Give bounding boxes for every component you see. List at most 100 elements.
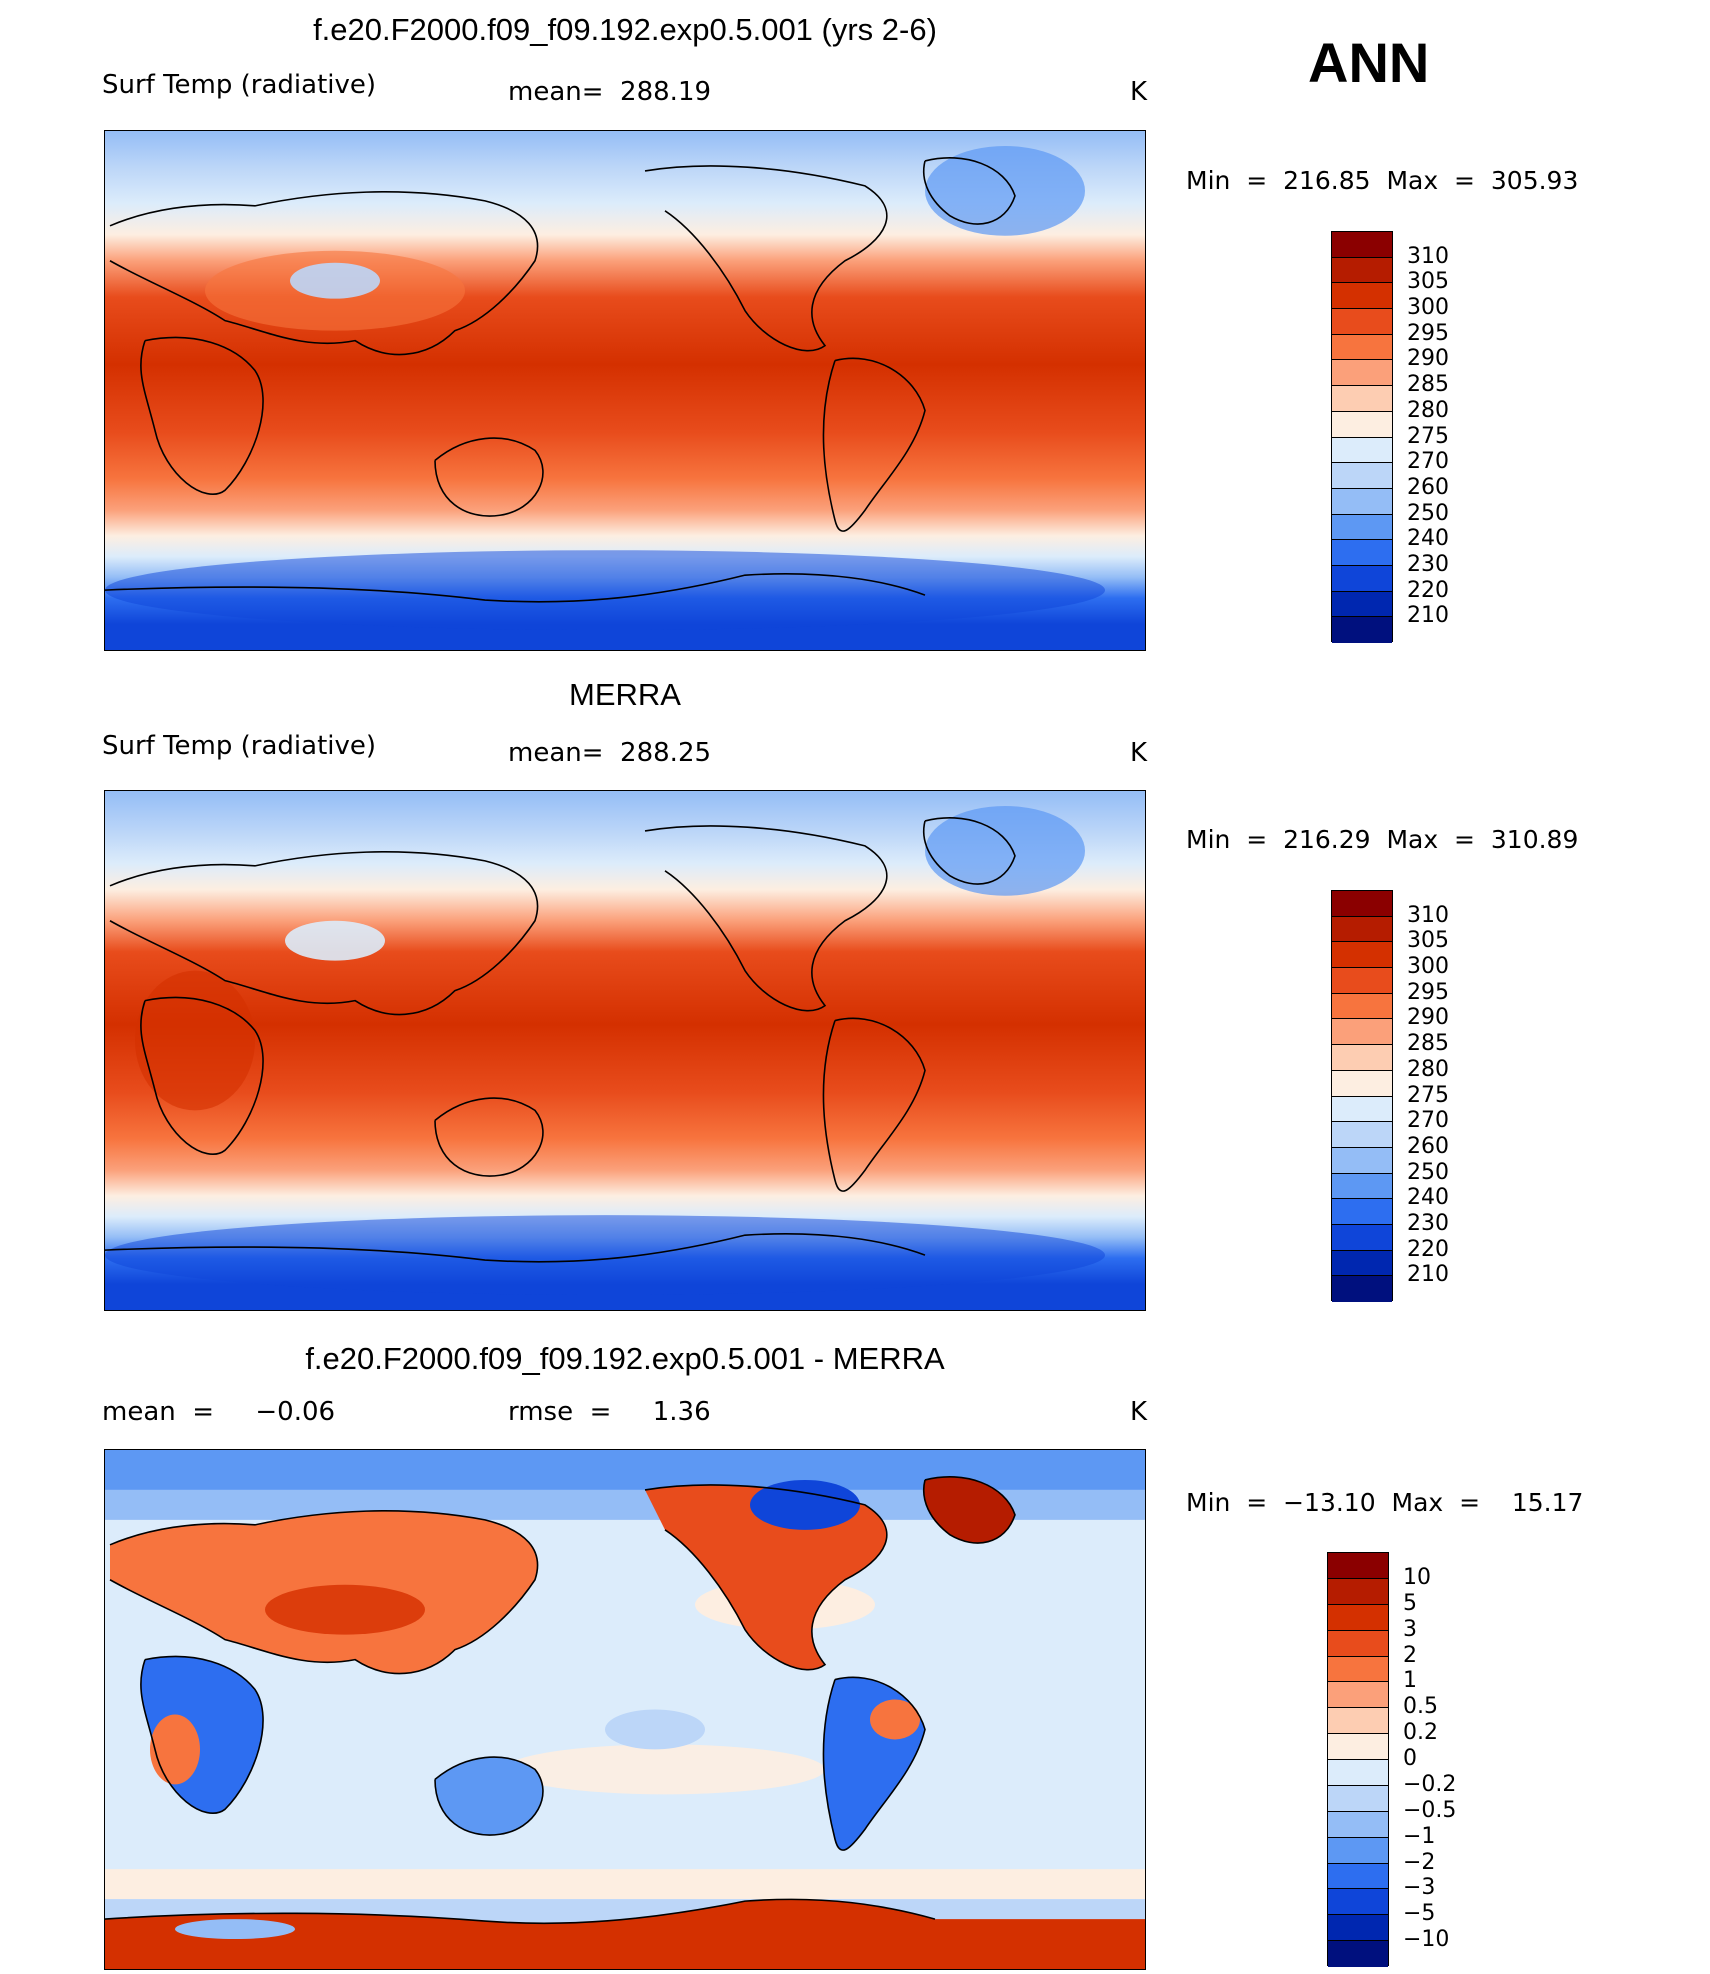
panel3-colorbar-label: 0.2 [1403, 1720, 1438, 1746]
panel1-colorbar-box [1332, 540, 1392, 566]
panel1-colorbar-box [1332, 334, 1392, 361]
panel3-colorbar-box [1328, 1941, 1388, 1967]
panel1-colorbar [1331, 231, 1393, 643]
panel2-colorbar-box [1332, 1224, 1392, 1251]
panel2-colorbar-box [1332, 1147, 1392, 1174]
panel1-colorbar-label: 305 [1407, 269, 1449, 295]
panel2-title: MERRA [569, 677, 681, 712]
panel2-colorbar-label: 275 [1407, 1082, 1449, 1108]
panel2-colorbar-box [1332, 1199, 1392, 1225]
panel3-colorbar-label: 0.5 [1403, 1694, 1438, 1720]
panel3-colorbar-label: −10 [1403, 1927, 1450, 1953]
panel2-colorbar-box [1332, 1070, 1392, 1097]
panel2-variable-label: Surf Temp (radiative) [102, 731, 377, 761]
panel1-minmax: Min = 216.85 Max = 305.93 [1186, 166, 1579, 195]
panel1-mean-label: mean= 288.19 [508, 77, 712, 107]
panel1-colorbar-label: 220 [1407, 577, 1449, 603]
panel2-colorbar-box [1332, 891, 1392, 917]
panel2-colorbar-box [1332, 1122, 1392, 1148]
panel1-colorbar-box [1332, 309, 1392, 335]
panel2-colorbar-box [1332, 942, 1392, 969]
panel3-colorbar-box [1328, 1708, 1388, 1735]
panel2-colorbar-box [1332, 968, 1392, 994]
panel2-colorbar-label: 295 [1407, 979, 1449, 1005]
panel2-colorbar-label: 290 [1407, 1005, 1449, 1031]
panel3-colorbar-label: 1 [1403, 1668, 1417, 1694]
panel1-colorbar-box [1332, 463, 1392, 489]
panel3-colorbar-box [1328, 1682, 1388, 1709]
panel3-colorbar-label: −2 [1403, 1849, 1436, 1875]
panel2-units: K [1130, 738, 1148, 768]
panel1-colorbar-box [1332, 232, 1392, 258]
panel1-colorbar-label: 285 [1407, 372, 1449, 398]
panel2-minmax: Min = 216.29 Max = 310.89 [1186, 825, 1579, 854]
panel3-colorbar-box [1328, 1785, 1388, 1812]
panel2-mean-label: mean= 288.25 [508, 738, 712, 768]
panel1-colorbar-box [1332, 617, 1392, 643]
panel2-colorbar-box [1332, 993, 1392, 1020]
panel1-colorbar-label: 260 [1407, 474, 1449, 500]
panel2-colorbar-box [1332, 1045, 1392, 1071]
panel3-colorbar-label: 3 [1403, 1616, 1417, 1642]
panel1-map [104, 130, 1146, 651]
panel3-colorbar-label: −5 [1403, 1901, 1436, 1927]
season-label: ANN [1308, 31, 1430, 94]
panel3-colorbar-label: 0 [1403, 1746, 1417, 1771]
panel1-colorbar-label: 300 [1407, 295, 1449, 321]
panel2-colorbar-label: 220 [1407, 1236, 1449, 1262]
panel3-units: K [1130, 1397, 1148, 1427]
panel3-colorbar-box [1328, 1553, 1388, 1579]
panel2-colorbar-box [1332, 1276, 1392, 1302]
panel3-colorbar-box [1328, 1734, 1388, 1760]
panel3-map [104, 1449, 1146, 1970]
panel1-colorbar-box [1332, 283, 1392, 310]
panel3-minmax: Min = −13.10 Max = 15.17 [1186, 1488, 1584, 1517]
panel2-colorbar-label: 305 [1407, 928, 1449, 954]
panel2-colorbar-label: 250 [1407, 1159, 1449, 1185]
panel3-colorbar-label: −0.5 [1403, 1797, 1457, 1823]
panel3-colorbar-label: 2 [1403, 1642, 1417, 1668]
panel3-colorbar-label: −3 [1403, 1875, 1436, 1901]
panel3-title: f.e20.F2000.f09_f09.192.exp0.5.001 - MER… [305, 1341, 945, 1376]
panel2-colorbar-label: 285 [1407, 1031, 1449, 1057]
panel3-colorbar-box [1328, 1604, 1388, 1631]
panel3-colorbar-box [1328, 1811, 1388, 1838]
panel1-colorbar-box [1332, 488, 1392, 515]
panel1-colorbar-label: 230 [1407, 551, 1449, 577]
panel1-units: K [1130, 77, 1148, 107]
panel1-variable-label: Surf Temp (radiative) [102, 70, 377, 100]
panel2-colorbar-label: 230 [1407, 1210, 1449, 1236]
panel1-colorbar-box [1332, 257, 1392, 284]
panel3-colorbar-box [1328, 1656, 1388, 1683]
panel2-colorbar-label: 210 [1407, 1262, 1449, 1288]
panel2-map [104, 790, 1146, 1311]
panel1-colorbar-label: 280 [1407, 397, 1449, 423]
panel3-colorbar-label: −0.2 [1403, 1771, 1457, 1797]
panel1-colorbar-box [1332, 565, 1392, 592]
panel2-colorbar-box [1332, 1096, 1392, 1123]
panel2-colorbar [1331, 890, 1393, 1302]
panel1-colorbar-box [1332, 437, 1392, 464]
panel3-colorbar-box [1328, 1760, 1388, 1786]
panel2-colorbar-label: 240 [1407, 1185, 1449, 1211]
panel3-colorbar-label: 10 [1403, 1564, 1431, 1590]
panel1-colorbar-box [1332, 411, 1392, 438]
panel3-colorbar-label: −1 [1403, 1823, 1436, 1849]
panel1-colorbar-label: 240 [1407, 526, 1449, 552]
panel3-colorbar [1327, 1552, 1389, 1967]
panel1-colorbar-label: 210 [1407, 603, 1449, 629]
panel1-colorbar-label: 310 [1407, 243, 1449, 269]
panel1-colorbar-label: 270 [1407, 449, 1449, 475]
panel3-mean-label: mean = −0.06 [102, 1397, 336, 1427]
panel2-colorbar-label: 270 [1407, 1108, 1449, 1134]
panel3-colorbar-box [1328, 1915, 1388, 1942]
panel1-colorbar-label: 250 [1407, 500, 1449, 526]
panel2-colorbar-label: 280 [1407, 1056, 1449, 1082]
panel1-colorbar-box [1332, 514, 1392, 541]
panel2-colorbar-box [1332, 1173, 1392, 1200]
panel3-rmse-label: rmse = 1.36 [508, 1397, 711, 1427]
panel2-colorbar-label: 310 [1407, 902, 1449, 928]
panel3-colorbar-box [1328, 1863, 1388, 1890]
panel1-colorbar-label: 295 [1407, 320, 1449, 346]
panel3-colorbar-box [1328, 1630, 1388, 1657]
